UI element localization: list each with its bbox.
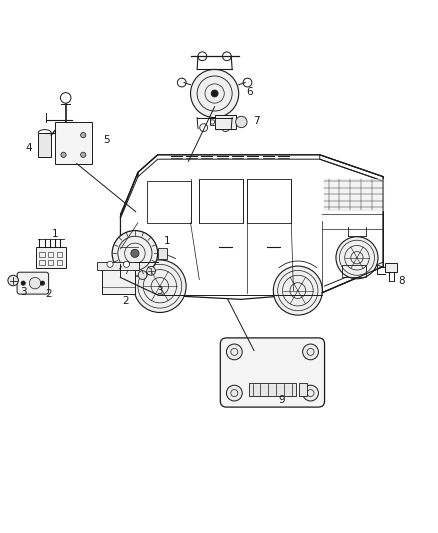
Text: 1: 1 bbox=[52, 229, 58, 239]
Circle shape bbox=[273, 266, 322, 315]
Circle shape bbox=[81, 152, 86, 157]
Circle shape bbox=[336, 237, 378, 279]
Circle shape bbox=[40, 281, 45, 285]
FancyBboxPatch shape bbox=[17, 272, 49, 294]
FancyBboxPatch shape bbox=[97, 262, 139, 270]
Circle shape bbox=[61, 152, 66, 157]
Text: 3: 3 bbox=[156, 286, 162, 296]
FancyBboxPatch shape bbox=[102, 263, 135, 294]
Text: 8: 8 bbox=[399, 276, 405, 286]
Text: 2: 2 bbox=[122, 296, 128, 305]
Text: 1: 1 bbox=[164, 236, 170, 246]
Text: 9: 9 bbox=[278, 395, 285, 405]
Circle shape bbox=[81, 133, 86, 138]
Circle shape bbox=[29, 278, 41, 289]
FancyBboxPatch shape bbox=[215, 115, 236, 128]
Circle shape bbox=[303, 344, 318, 360]
FancyBboxPatch shape bbox=[220, 338, 325, 407]
Circle shape bbox=[21, 281, 25, 285]
Circle shape bbox=[124, 261, 130, 268]
Circle shape bbox=[8, 275, 18, 286]
FancyBboxPatch shape bbox=[158, 248, 167, 259]
Circle shape bbox=[226, 344, 242, 360]
Circle shape bbox=[131, 249, 139, 257]
Circle shape bbox=[226, 385, 242, 401]
Circle shape bbox=[222, 124, 230, 132]
Circle shape bbox=[147, 266, 155, 275]
Circle shape bbox=[303, 385, 318, 401]
FancyBboxPatch shape bbox=[248, 383, 297, 395]
Text: 3: 3 bbox=[20, 287, 26, 297]
FancyBboxPatch shape bbox=[210, 118, 215, 125]
Circle shape bbox=[107, 261, 113, 268]
Circle shape bbox=[138, 271, 147, 279]
FancyBboxPatch shape bbox=[38, 133, 51, 157]
Text: 5: 5 bbox=[103, 135, 110, 146]
Circle shape bbox=[200, 124, 208, 132]
Circle shape bbox=[112, 231, 158, 276]
Text: 7: 7 bbox=[253, 116, 260, 126]
FancyBboxPatch shape bbox=[36, 247, 66, 268]
Circle shape bbox=[134, 260, 186, 312]
Circle shape bbox=[211, 90, 218, 97]
Circle shape bbox=[191, 69, 239, 118]
Text: 2: 2 bbox=[46, 289, 52, 298]
FancyBboxPatch shape bbox=[385, 263, 397, 272]
Text: 4: 4 bbox=[25, 143, 32, 154]
Text: 6: 6 bbox=[247, 87, 253, 97]
Polygon shape bbox=[324, 179, 383, 209]
FancyBboxPatch shape bbox=[299, 383, 307, 395]
Circle shape bbox=[236, 116, 247, 128]
Circle shape bbox=[198, 52, 207, 61]
Polygon shape bbox=[55, 122, 92, 164]
Circle shape bbox=[223, 52, 231, 61]
